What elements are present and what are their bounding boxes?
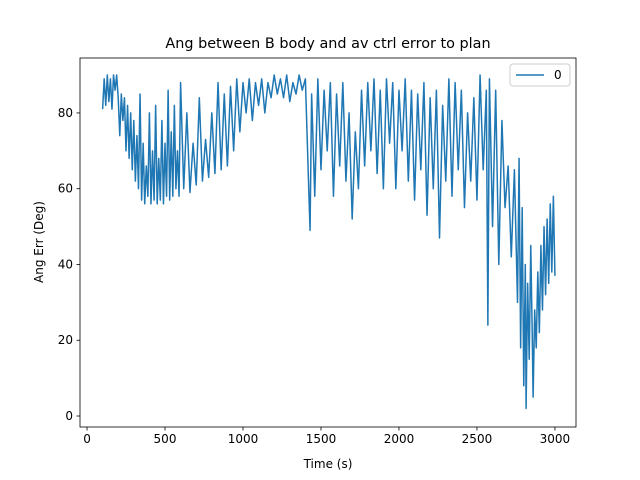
plot-area bbox=[101, 74, 556, 410]
x-tick-label: 1500 bbox=[306, 432, 337, 446]
x-tick-label: 2500 bbox=[462, 432, 493, 446]
y-tick-label: 0 bbox=[65, 409, 73, 423]
y-tick-label: 60 bbox=[58, 182, 73, 196]
legend-label: 0 bbox=[554, 68, 562, 82]
y-axis-label: Ang Err (Deg) bbox=[32, 201, 46, 283]
axes-frame bbox=[79, 57, 577, 428]
x-tick-label: 0 bbox=[83, 432, 91, 446]
x-tick-label: 500 bbox=[154, 432, 177, 446]
y-tick-label: 80 bbox=[58, 106, 73, 120]
x-tick-label: 3000 bbox=[540, 432, 571, 446]
x-axis-label: Time (s) bbox=[303, 457, 353, 471]
data-line bbox=[101, 74, 556, 410]
chart-title: Ang between B body and av ctrl error to … bbox=[165, 36, 490, 52]
x-tick-label: 1000 bbox=[228, 432, 259, 446]
x-tick-label: 2000 bbox=[384, 432, 415, 446]
y-tick-label: 20 bbox=[58, 333, 73, 347]
y-tick-label: 40 bbox=[58, 257, 73, 271]
